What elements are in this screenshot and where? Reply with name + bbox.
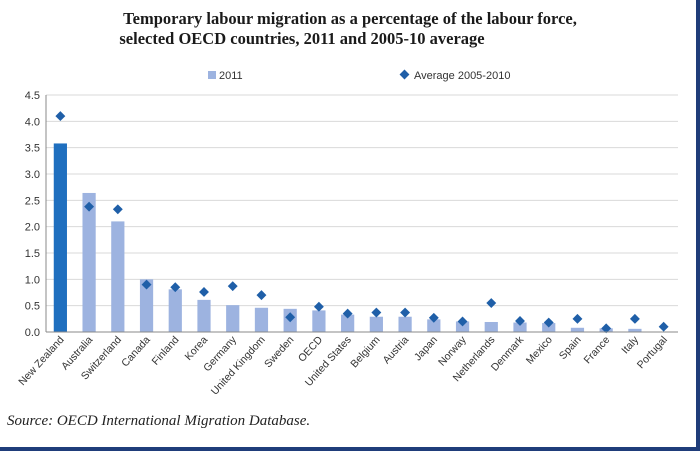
marker-portugal [658,321,669,332]
marker-oecd [313,301,324,312]
legend-label-average: Average 2005-2010 [414,70,510,82]
bar-oecd [312,310,326,332]
bars-2011 [53,143,642,332]
bar-united-states [341,314,355,332]
x-tick-label: New Zealand [16,334,66,388]
marker-united-kingdom [256,290,267,301]
marker-mexico [543,317,554,328]
bar-spain [570,327,585,332]
x-axis-labels: New ZealandAustraliaSwitzerlandCanadaFin… [16,333,670,397]
x-tick-label: Belgium [348,334,382,370]
bar-norway [455,321,470,332]
marker-netherlands [486,298,497,308]
x-tick-label: Austria [381,334,412,366]
y-tick-label: 3.5 [25,143,40,155]
y-axis-ticks: 0.0 0.5 1.0 1.5 2.0 2.5 3.0 3.5 4.0 4.5 [25,90,40,339]
marker-germany [227,281,238,292]
x-tick-label: Finland [150,334,182,368]
x-tick-label: France [582,334,613,366]
gridlines [46,94,678,307]
y-tick-label: 3.0 [25,169,40,181]
markers-average [55,111,669,334]
bar-australia [82,192,96,332]
x-tick-label: Spain [557,334,584,362]
bar-new-zealand [53,143,67,332]
marker-belgium [371,307,382,318]
legend-label-2011: 2011 [219,70,243,82]
y-tick-label: 4.0 [25,116,40,128]
x-tick-label: Mexico [524,334,555,367]
marker-finland [170,282,181,293]
marker-denmark [515,315,525,326]
bar-united-kingdom [254,307,269,332]
marker-canada [141,279,152,290]
bar-belgium [369,316,383,332]
y-tick-label: 2.5 [25,195,40,207]
y-tick-label: 0.0 [25,327,40,339]
bar-switzerland [111,221,125,332]
marker-korea [199,287,209,297]
marker-austria [400,307,411,318]
marker-italy [629,313,640,324]
marker-norway [457,316,468,327]
bar-finland [168,289,182,332]
y-tick-label: 4.5 [25,90,40,102]
source-note: Source: OECD International Migration Dat… [7,413,311,429]
y-tick-label: 1.5 [25,248,40,260]
marker-switzerland [112,204,123,215]
bar-japan [427,319,441,332]
bar-canada [139,279,154,332]
marker-spain [572,313,583,324]
bar-denmark [513,322,527,332]
bar-austria [398,316,412,332]
y-tick-label: 2.0 [25,222,40,234]
marker-new-zealand [55,111,66,122]
legend-marker-average [399,69,410,80]
y-tick-label: 0.5 [25,301,40,313]
bar-chart: 0.0 0.5 1.0 1.5 2.0 2.5 3.0 3.5 4.0 4.5 New Zeala… [16,69,678,398]
bar-italy [628,328,642,332]
chart-title-line-1: Temporary labour migration as a percenta… [123,9,577,28]
marker-australia [84,201,95,212]
legend-swatch-2011 [208,71,216,79]
marker-france [601,323,612,334]
bar-korea [197,299,211,332]
x-tick-label: Italy [619,333,641,356]
x-tick-label: Sweden [262,334,296,370]
bar-mexico [542,323,556,332]
bar-germany [226,305,240,332]
x-tick-label: Korea [183,334,211,363]
x-tick-label: Japan [412,334,440,363]
x-tick-label: Portugal [635,334,670,371]
bar-netherlands [484,321,498,332]
legend: 2011 Average 2005-2010 [208,69,510,82]
x-tick-label: Canada [119,334,153,369]
chart-title-line-2: selected OECD countries, 2011 and 2005-1… [119,29,485,48]
y-tick-label: 1.0 [25,274,40,286]
